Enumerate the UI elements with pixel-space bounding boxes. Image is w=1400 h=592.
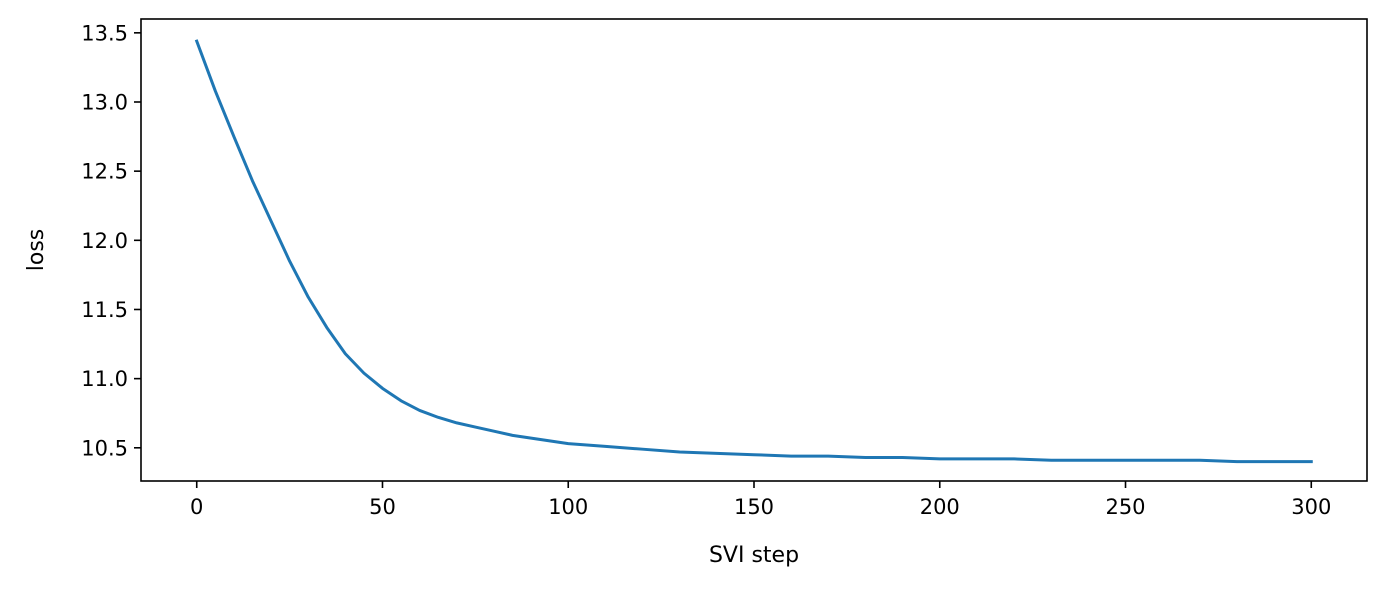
y-tick-label: 12.5: [81, 160, 128, 184]
y-tick-label: 12.0: [81, 229, 128, 253]
x-tick-label: 150: [734, 495, 774, 519]
y-tick-label: 10.5: [81, 436, 128, 460]
y-axis-label: loss: [24, 229, 49, 272]
y-tick-label: 11.0: [81, 367, 128, 391]
x-tick-label: 200: [920, 495, 960, 519]
y-tick-label: 13.0: [81, 90, 128, 114]
x-tick-label: 100: [548, 495, 588, 519]
x-tick-label: 300: [1291, 495, 1331, 519]
x-tick-label: 250: [1105, 495, 1145, 519]
x-axis-label: SVI step: [709, 543, 799, 568]
x-tick-label: 0: [190, 495, 203, 519]
loss-series-line: [194, 39, 1313, 464]
plot-layer: [194, 39, 1313, 464]
plot-frame: [140, 18, 1368, 482]
x-tick-label: 50: [369, 495, 396, 519]
y-tick-label: 11.5: [81, 298, 128, 322]
y-tick-label: 13.5: [81, 21, 128, 45]
ticks-layer: 0 50 100 150 200 250 300 10.5 11.0 11.5 12.0 12.5 13…: [81, 21, 1331, 519]
